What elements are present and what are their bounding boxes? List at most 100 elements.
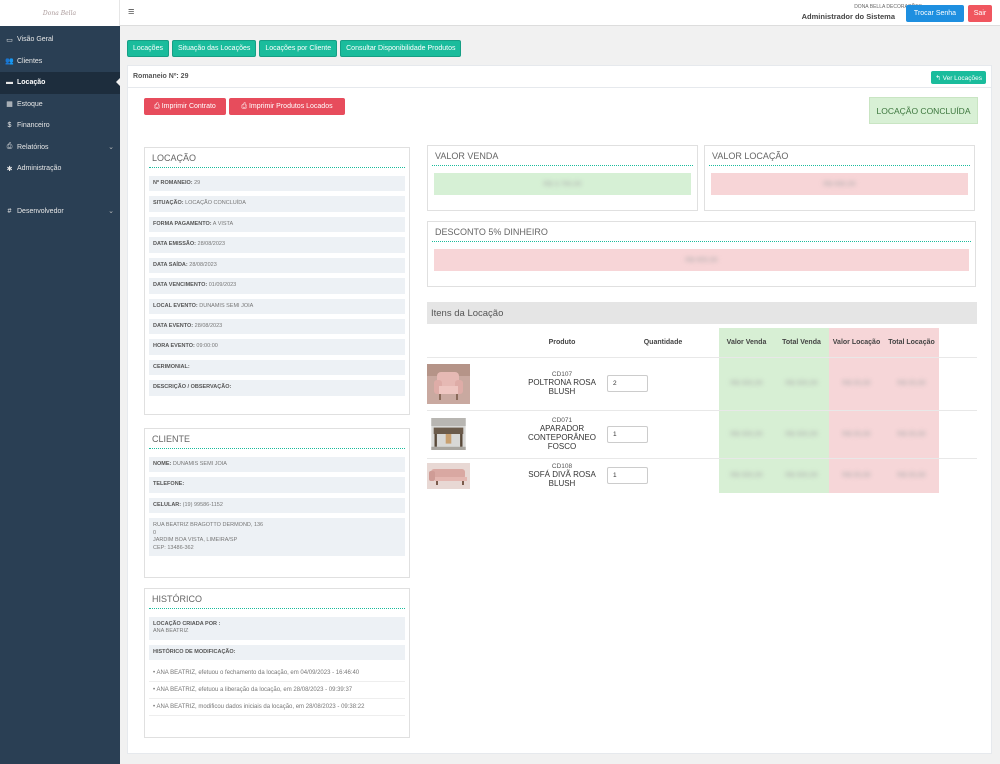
image-column-header (427, 328, 517, 357)
empty-cell (939, 409, 977, 458)
field-label: DATA VENCIMENTO: (153, 282, 208, 289)
field-data-evento: DATA EVENTO: 28/08/2023 (149, 318, 405, 335)
field-celular: CELULAR: (19) 99586-1152 (149, 497, 405, 514)
quantity-input[interactable] (607, 425, 648, 443)
panel-header: Romaneio Nº: 29 ↰ Ver Locações (128, 66, 991, 88)
ver-locacoes-button[interactable]: ↰ Ver Locações (931, 71, 986, 84)
cell-value: R$ 00,00 (897, 380, 926, 387)
logout-button[interactable]: Sair (968, 5, 992, 22)
field-value: 29 (194, 180, 201, 186)
col-valor-locacao: Valor Locação (829, 328, 884, 357)
col-total-venda: Total Venda (774, 328, 829, 357)
grid-icon: ▦ (6, 101, 13, 109)
items-table: Produto Quantidade Valor Venda Total Ven… (427, 328, 977, 493)
field-data-emissao: DATA EMISSÃO: 28/08/2023 (149, 237, 405, 253)
field-label: FORMA PAGAMENTO: (153, 220, 212, 227)
valor-venda-title: VALOR VENDA (432, 149, 693, 166)
total-locacao-cell: R$ 00,00 (884, 409, 939, 458)
tab-disponibilidade-produtos[interactable]: Consultar Disponibilidade Produtos (340, 40, 462, 57)
sidebar-item-visao-geral[interactable]: ▭ Visão Geral (0, 29, 120, 51)
created-by-value: ANA BEATRIZ (153, 628, 189, 635)
tab-locacoes-por-cliente[interactable]: Locações por Cliente (259, 40, 338, 57)
tab-locacoes[interactable]: Locações (127, 40, 169, 57)
status-badge: LOCAÇÃO CONCLUÍDA (869, 97, 978, 124)
product-code: CD107 (551, 371, 573, 378)
empty-cell (939, 457, 977, 493)
product-cell: CD108 SOFÁ DIVÃ ROSA BLUSH (517, 457, 607, 493)
history-entry: • ANA BEATRIZ, modificou dados iniciais … (149, 699, 405, 717)
sidebar-item-financeiro[interactable]: $ Financeiro (0, 115, 120, 137)
desconto-card: DESCONTO 5% DINHEIRO R$ 655,50 (427, 221, 976, 287)
cell-value: R$ 000,00 (730, 380, 763, 387)
history-entry: • ANA BEATRIZ, efetuou o fechamento da l… (149, 665, 405, 683)
active-indicator (116, 78, 120, 86)
field-endereco: RUA BEATRIZ BRAGOTTO DERMOND, 136 0 JARD… (149, 518, 405, 556)
valor-venda-value: R$ 3.790,00 (543, 180, 582, 188)
company-name: DONA BELLA DECORAÇÕES (854, 4, 922, 10)
sidebar-item-relatorios[interactable]: ⎙ Relatórios ⌄ (0, 137, 120, 159)
field-value: 01/09/2023 (208, 282, 237, 289)
address-line: RUA BEATRIZ BRAGOTTO DERMOND, 136 (153, 522, 264, 529)
ver-locacoes-label: Ver Locações (942, 74, 982, 82)
sidebar-item-locacao[interactable]: ▬ Locação (0, 72, 120, 94)
print-icon: ⎙ (154, 102, 160, 110)
field-descricao: DESCRIÇÃO / OBSERVAÇÃO: (149, 380, 405, 396)
sidebar-item-desenvolvedor[interactable]: # Desenvolvedor ⌄ (0, 201, 120, 223)
menu-toggle-icon[interactable]: ≡ (128, 6, 135, 18)
product-thumb-cell (427, 356, 517, 410)
topbar: ≡ DONA BELLA DECORAÇÕES Administrador do… (120, 0, 1000, 26)
sidebar-item-label: Estoque (17, 100, 43, 108)
dollar-icon: $ (7, 122, 12, 130)
total-venda-cell: R$ 000,00 (774, 356, 829, 410)
sidebar-item-administracao[interactable]: ✱ Administração (0, 158, 120, 180)
sidebar-nav: ▭ Visão Geral 👥 Clientes ▬ Locação ▦ Est… (0, 29, 120, 222)
valor-locacao-cell: R$ 00,00 (829, 356, 884, 410)
field-situacao: SITUAÇÃO: LOCAÇÃO CONCLUÍDA (149, 196, 405, 212)
col-total-locacao: Total Locação (884, 328, 939, 357)
user-title: Administrador do Sistema (801, 12, 895, 21)
locacao-card-title: LOCAÇÃO (149, 151, 405, 168)
romaneio-panel: Romaneio Nº: 29 ↰ Ver Locações ⎙ Imprimi… (127, 65, 992, 754)
valor-locacao-card: VALOR LOCAÇÃO R$ 690,00 (704, 145, 975, 211)
valor-locacao-value: R$ 690,00 (823, 180, 856, 188)
print-contract-button[interactable]: ⎙ Imprimir Contrato (144, 98, 226, 115)
logo[interactable]: Dona Bella (0, 0, 120, 26)
cliente-card: CLIENTE NOME: DUNAMIS SEMI JOIA TELEFONE… (144, 428, 410, 578)
sidebar-item-estoque[interactable]: ▦ Estoque (0, 94, 120, 116)
tab-situacao-locacoes[interactable]: Situação das Locações (171, 40, 257, 57)
sidebar-item-clientes[interactable]: 👥 Clientes (0, 51, 120, 73)
address-line: CEP: 13486-362 (153, 544, 194, 551)
change-password-button[interactable]: Trocar Senha (906, 5, 964, 22)
sidebar-item-label: Relatórios (17, 143, 49, 151)
cog-icon: ✱ (6, 165, 13, 173)
print-products-button[interactable]: ⎙ Imprimir Produtos Locados (229, 98, 345, 115)
cell-value: R$ 000,00 (785, 472, 818, 480)
print-icon: ⎙ (6, 143, 13, 151)
field-cerimonial: CERIMONIAL: (149, 359, 405, 376)
product-name: APARADOR CONTEPORÂNEO FOSCO (527, 424, 596, 451)
field-value: 28/08/2023 (189, 261, 217, 268)
field-value: 28/08/2023 (194, 322, 223, 329)
col-valor-venda: Valor Venda (719, 328, 774, 357)
cell-value: R$ 00,00 (842, 430, 871, 438)
poltrona-image[interactable] (427, 363, 470, 404)
field-romaneio: Nº ROMANEIO: 29 (149, 176, 405, 192)
field-value: A VISTA (212, 220, 234, 227)
history-entry-text: ANA BEATRIZ, efetuou a liberação da loca… (156, 687, 353, 694)
cell-value: R$ 00,00 (897, 472, 926, 480)
quantity-cell (607, 457, 719, 493)
table-row: CD107 POLTRONA ROSA BLUSH R$ 000,00 R$ 0… (427, 356, 977, 410)
sofa-image[interactable] (427, 462, 470, 489)
cliente-card-title: CLIENTE (149, 432, 405, 449)
field-hora-evento: HORA EVENTO: 09:00:00 (149, 339, 405, 355)
sidebar-spacer (0, 180, 120, 201)
product-name: POLTRONA ROSA BLUSH (528, 378, 596, 396)
aparador-image[interactable] (427, 418, 470, 450)
address-line: 0 (153, 529, 157, 536)
quantity-input[interactable] (607, 467, 648, 485)
field-label: SITUAÇÃO: (153, 200, 184, 207)
quantity-input[interactable] (607, 375, 648, 392)
cart-icon: ▬ (6, 79, 13, 87)
cell-value: R$ 00,00 (842, 472, 871, 480)
field-label: NOME: (153, 461, 172, 467)
